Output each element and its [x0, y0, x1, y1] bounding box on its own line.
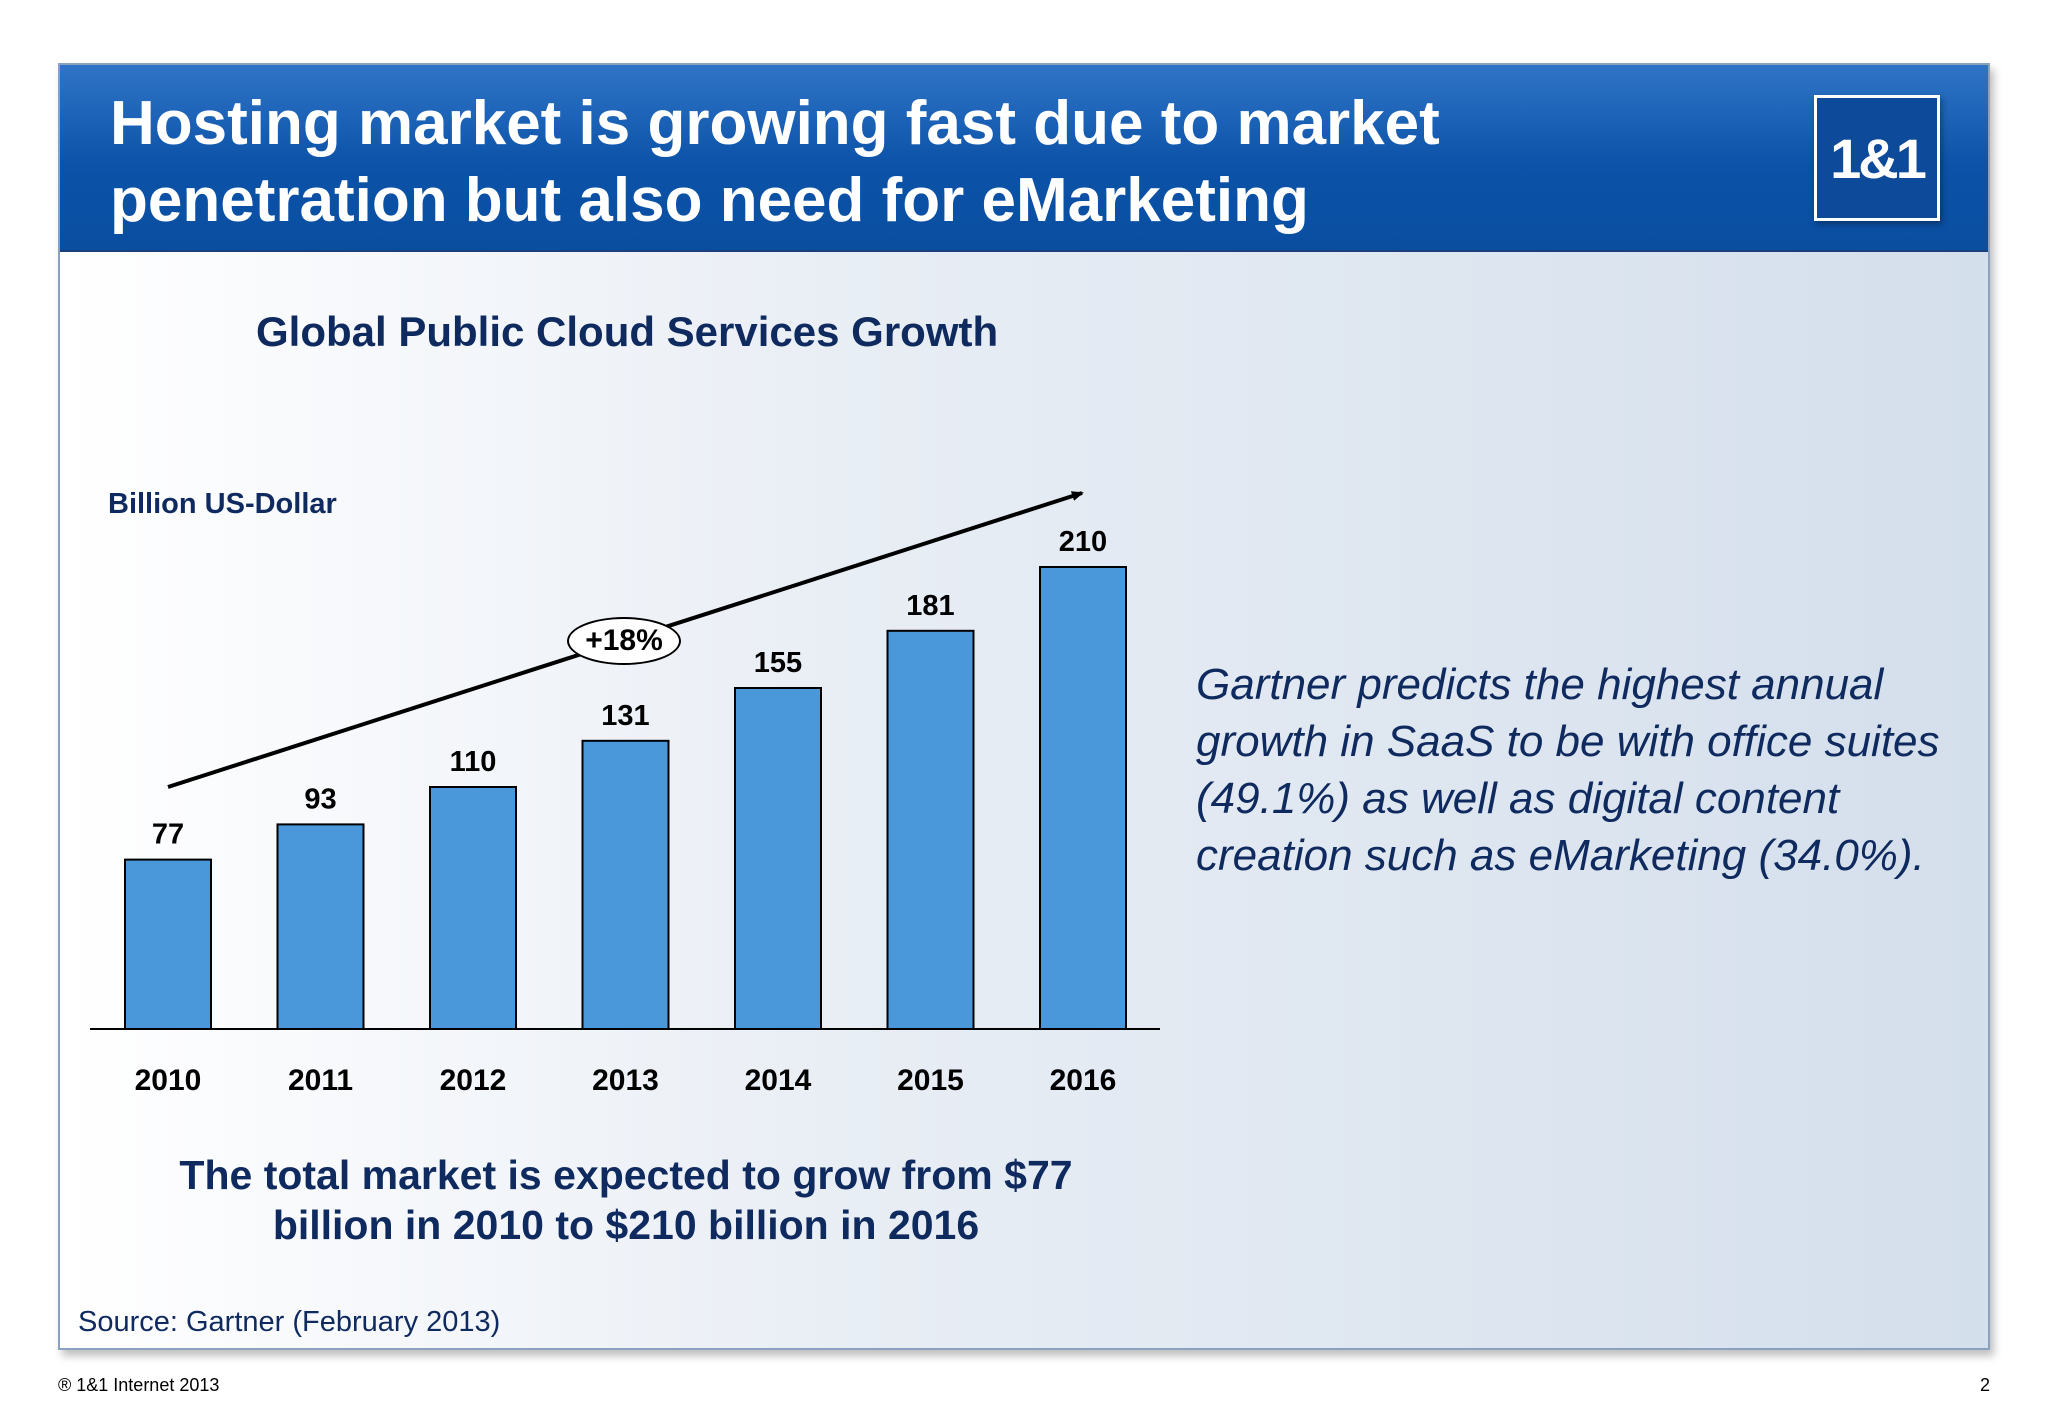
data-label-2011: 93: [304, 783, 336, 815]
slide-frame: Hosting market is growing fast due to ma…: [58, 63, 1990, 1350]
data-label-2012: 110: [450, 746, 497, 778]
bar-2010: [124, 858, 212, 1030]
growth-rate-annotation: +18%: [567, 617, 681, 665]
bar-2014: [734, 687, 822, 1030]
bars-group: 77 2010 93 2011 110 2012 131 2013 155 2014 181 2015…: [124, 526, 1127, 1097]
x-tick-label-2015: 2015: [897, 1064, 964, 1097]
bar-2012: [429, 786, 517, 1030]
data-label-2015: 181: [906, 590, 954, 622]
header-bar: Hosting market is growing fast due to ma…: [60, 65, 1988, 252]
footer-copyright: ® 1&1 Internet 2013: [58, 1375, 220, 1395]
x-tick-label-2016: 2016: [1050, 1064, 1117, 1097]
bar-2016: [1039, 566, 1127, 1030]
market-growth-statement: The total market is expected to grow fro…: [179, 1152, 1073, 1248]
y-axis-unit-label: Billion US-Dollar: [108, 488, 337, 520]
x-tick-label-2011: 2011: [288, 1064, 353, 1097]
bar-2015: [886, 629, 975, 1030]
x-tick-label-2013: 2013: [592, 1064, 659, 1097]
data-label-2013: 131: [601, 700, 649, 732]
x-tick-label-2014: 2014: [745, 1064, 812, 1097]
brand-logo: 1&1: [1814, 95, 1940, 221]
x-tick-label-2010: 2010: [135, 1064, 202, 1097]
gartner-prediction-text: Gartner predicts the highest annual grow…: [1196, 660, 1940, 880]
data-label-2016: 210: [1059, 526, 1107, 558]
data-label-2010: 77: [152, 819, 184, 851]
data-label-2014: 155: [754, 647, 802, 679]
chart-title: Global Public Cloud Services Growth: [256, 308, 999, 355]
bar-2013: [581, 739, 670, 1030]
page-number: 2: [1979, 1375, 1990, 1395]
page-title: Hosting market is growing fast due to ma…: [110, 89, 1440, 235]
bar-2011: [276, 823, 365, 1031]
source-citation: Source: Gartner (February 2013): [78, 1306, 501, 1338]
x-tick-label-2012: 2012: [440, 1064, 507, 1097]
